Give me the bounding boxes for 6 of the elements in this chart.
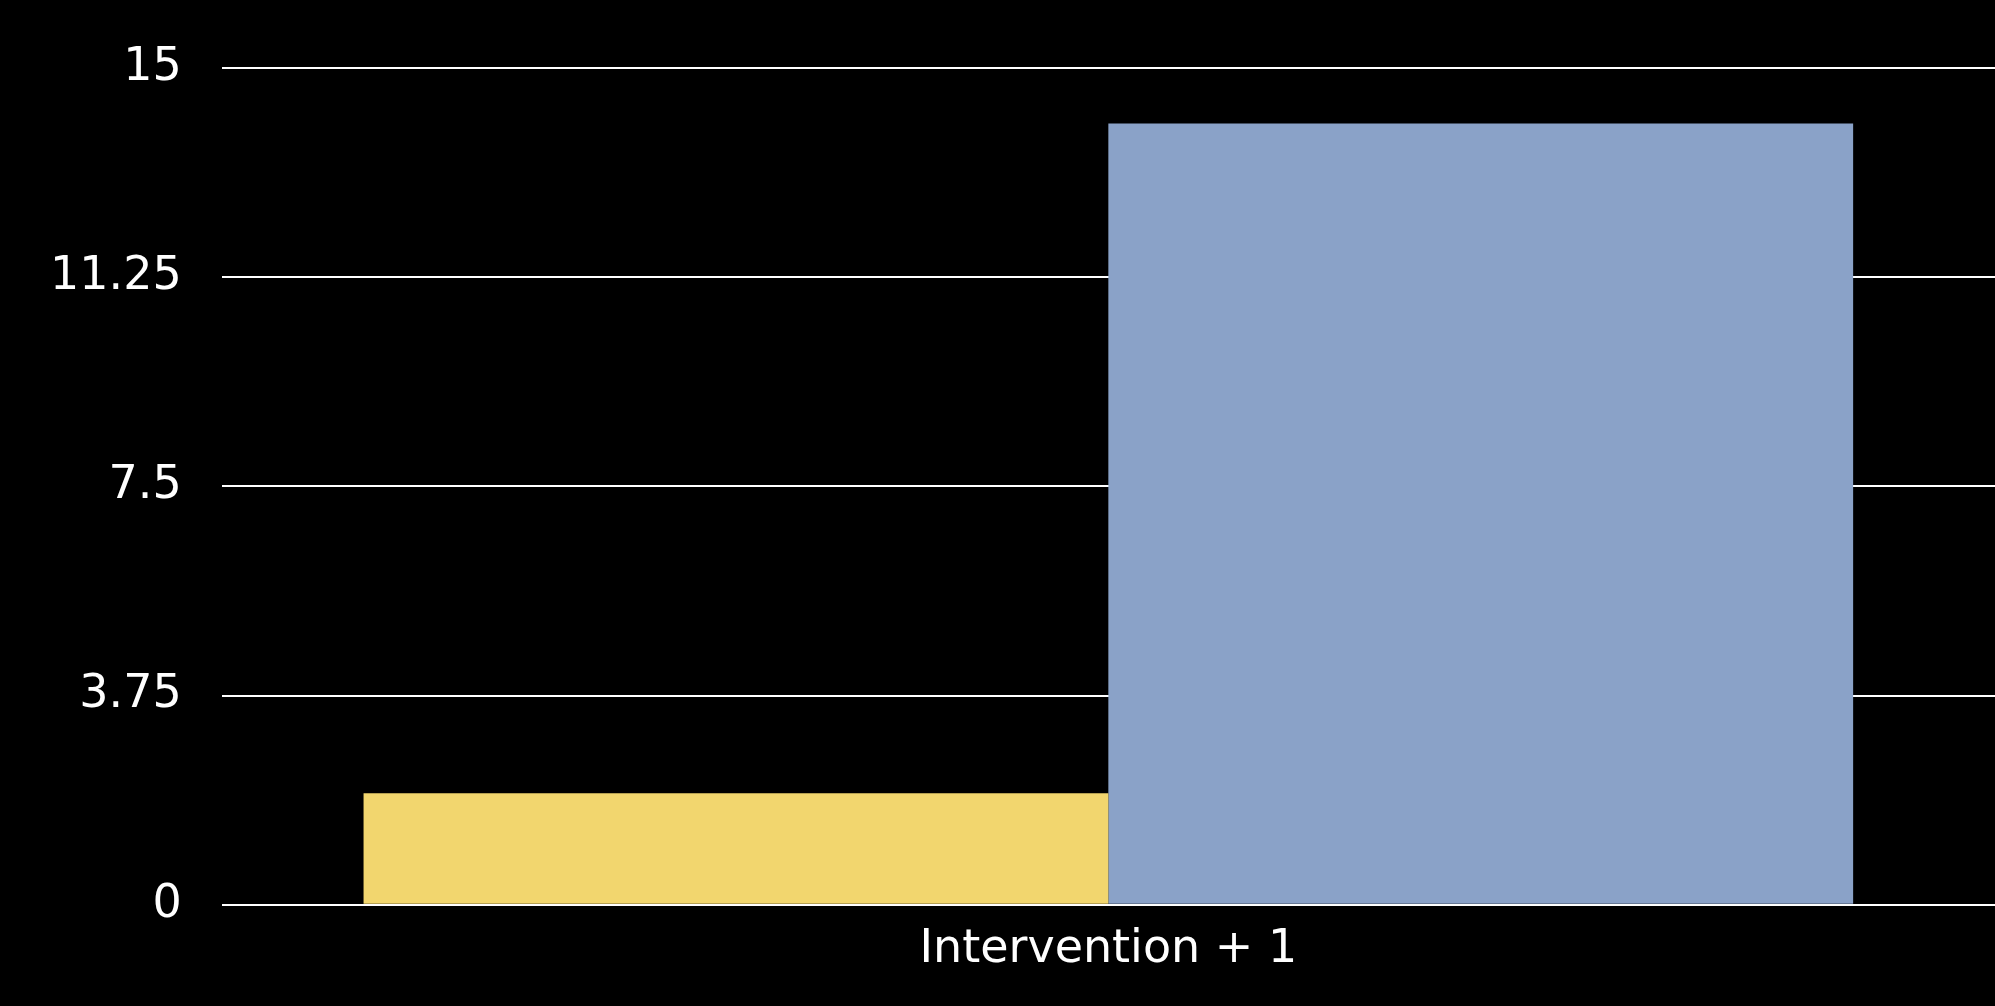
y-tick-label: 7.5 xyxy=(108,455,182,510)
x-tick-label: Intervention + 1 xyxy=(919,919,1298,974)
y-tick-label: 0 xyxy=(152,873,182,928)
y-tick-label: 15 xyxy=(123,36,182,91)
y-tick-label: 3.75 xyxy=(79,664,182,719)
y-tick-label: 11.25 xyxy=(49,245,182,300)
